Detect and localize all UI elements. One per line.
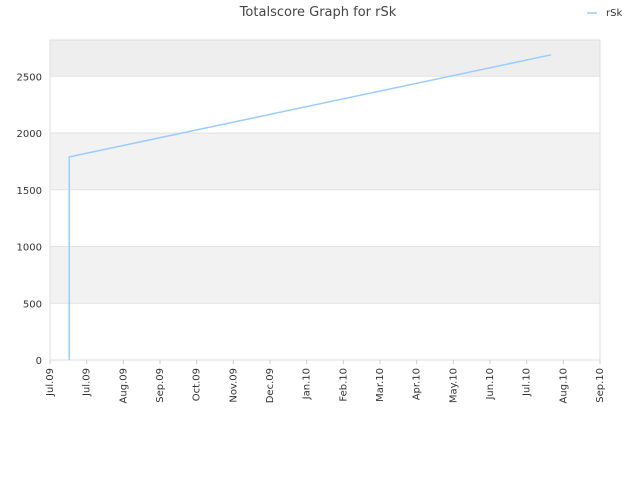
y-axis-ticks: 0 500 1000 1500 2000 2500: [17, 72, 42, 367]
y-tick-label: 500: [23, 299, 42, 310]
x-tick-label: Aug.10: [558, 368, 569, 403]
series-layer: [68, 54, 552, 360]
x-tick-label: Sep.09: [155, 368, 166, 403]
series-line-rsk: [68, 54, 552, 360]
x-tick-label: Feb.10: [338, 368, 349, 402]
x-axis-ticks: Jul.09 Jul.09 Aug.09 Sep.09 Oct.09 Nov.09 Dec.…: [45, 360, 606, 403]
legend: rSk: [587, 8, 622, 19]
y-tick-label: 2500: [17, 72, 42, 83]
x-tick-label: Jun.10: [485, 368, 496, 401]
x-tick-label: Aug.09: [118, 368, 129, 403]
plot-band: [50, 246, 600, 304]
x-tick-label: Jul.10: [522, 368, 533, 397]
gridlines: [50, 75, 600, 304]
x-tick-label: Nov.09: [228, 368, 239, 403]
x-tick-label: Apr.10: [412, 368, 423, 400]
plot-band: [50, 76, 600, 134]
legend-label-rsk: rSk: [606, 8, 622, 19]
x-tick-label: Jul.09: [82, 368, 93, 397]
plot-frame: [49, 39, 601, 361]
y-tick-label: 2000: [17, 129, 42, 140]
x-tick-label: Dec.09: [265, 368, 276, 403]
plot-band: [50, 189, 600, 247]
plot-band: [50, 303, 600, 360]
y-tick-label: 1000: [17, 243, 42, 254]
y-tick-label: 1500: [17, 186, 42, 197]
plot-bands: [50, 40, 600, 360]
x-tick-label: Jul.09: [45, 368, 56, 397]
y-tick-label: 0: [36, 356, 42, 367]
chart-title: Totalscore Graph for rSk: [239, 5, 397, 20]
x-tick-label: Mar.10: [375, 368, 386, 402]
x-tick-label: Oct.09: [192, 368, 203, 401]
plot-band: [50, 133, 600, 190]
x-tick-label: May.10: [448, 368, 459, 403]
plot-band: [50, 40, 600, 77]
x-tick-label: Jan.10: [302, 368, 313, 400]
x-tick-label: Sep.10: [595, 368, 606, 403]
